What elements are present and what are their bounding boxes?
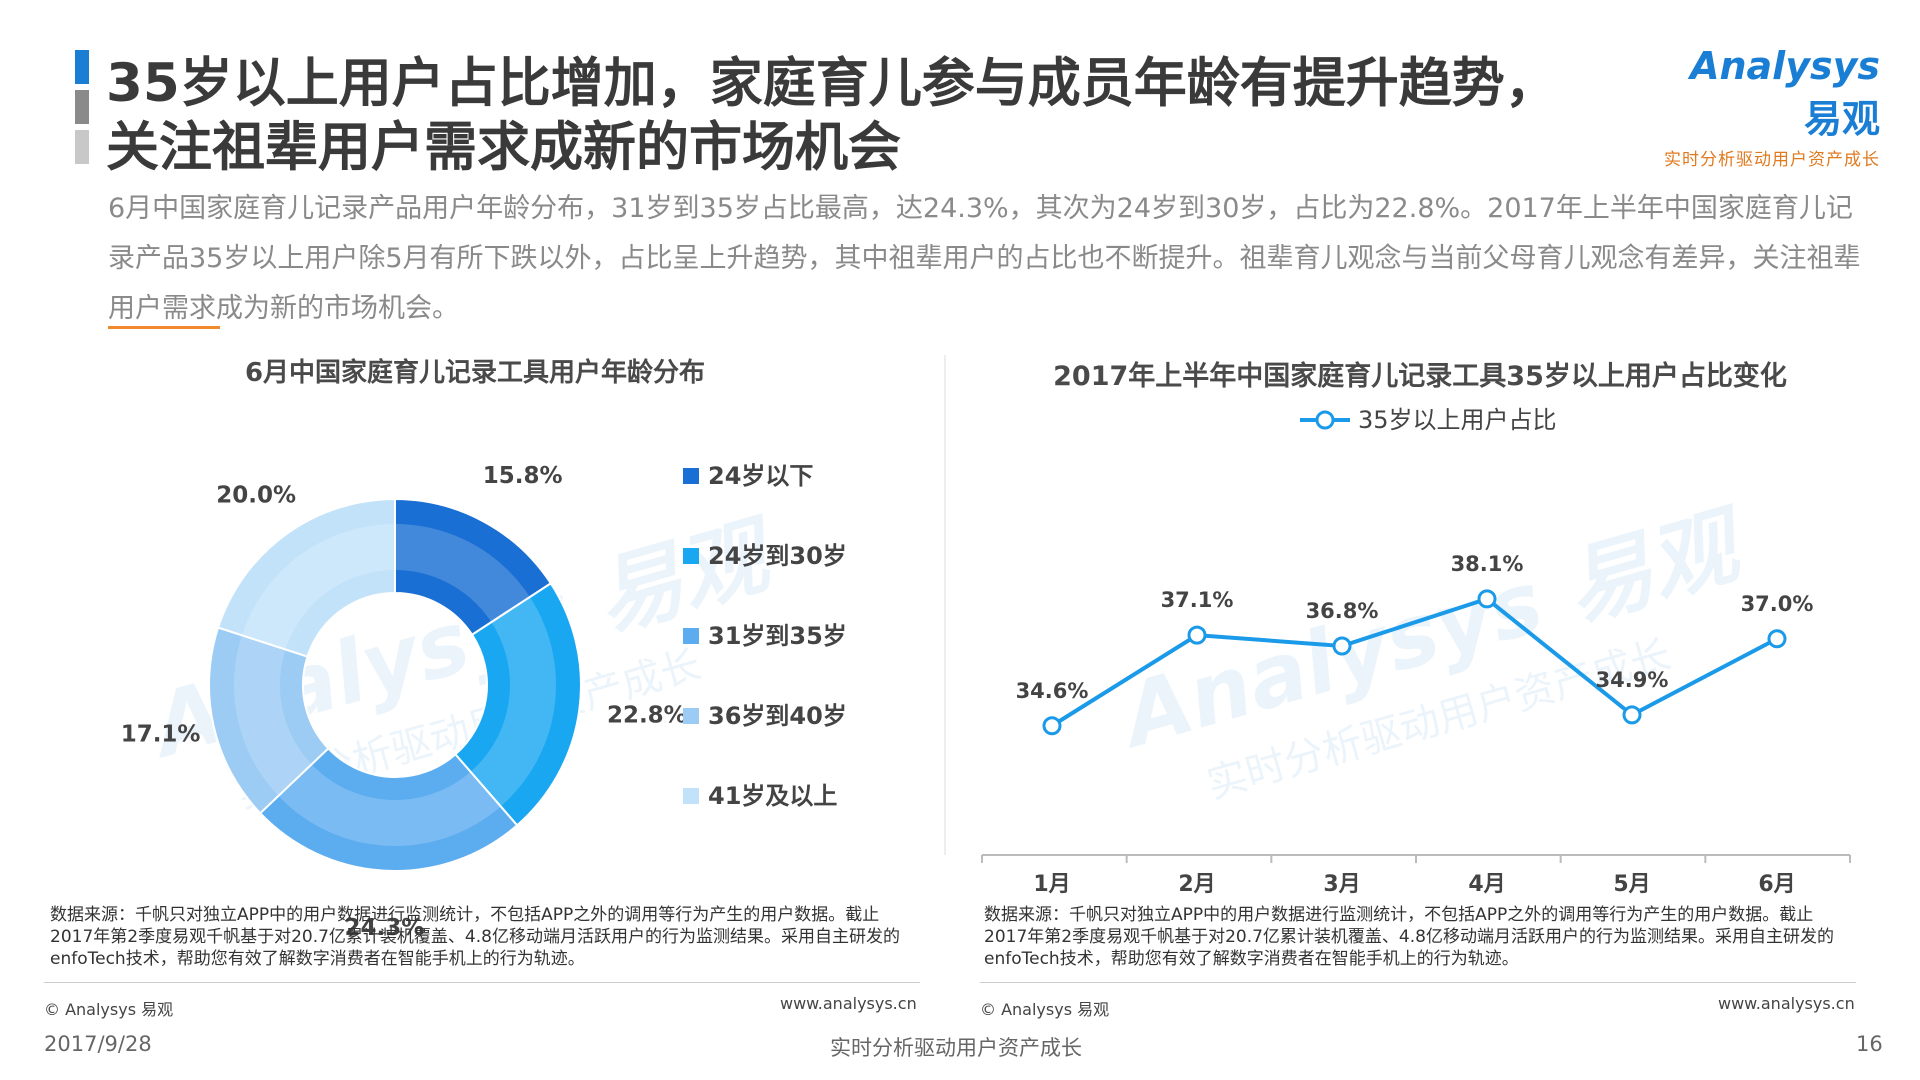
accent-bar-gray <box>75 90 89 124</box>
donut-data-label: 15.8% <box>483 463 563 489</box>
analysys-logo: Analysys 易观 实时分析驱动用户资产成长 <box>1640 44 1880 170</box>
data-label: 34.6% <box>1016 679 1089 703</box>
footer-slogan: 实时分析驱动用户资产成长 <box>830 1036 1082 1060</box>
legend-marker <box>1315 410 1335 430</box>
data-label: 37.0% <box>1741 592 1814 616</box>
data-point <box>1767 629 1787 649</box>
data-point <box>1622 705 1642 725</box>
donut-data-label: 20.0% <box>216 483 296 509</box>
copyright-left: © Analysys 易观 <box>44 1000 174 1019</box>
donut-chart-title: 6月中国家庭育儿记录工具用户年龄分布 <box>244 358 706 388</box>
data-point <box>1042 716 1062 736</box>
summary-underline <box>108 326 220 329</box>
donut-inner-shade <box>234 524 556 846</box>
x-tick-label: 1月 <box>1033 872 1070 897</box>
logo-brand: Analysys 易观 <box>1640 44 1880 143</box>
chart-divider <box>944 355 946 855</box>
donut-slice <box>258 746 519 872</box>
data-point <box>1332 636 1352 656</box>
donut-data-label: 17.1% <box>121 721 201 747</box>
donut-data-label: 24.3% <box>344 915 424 941</box>
data-label: 36.8% <box>1306 599 1379 623</box>
data-point <box>1187 625 1207 645</box>
donut-slice <box>208 626 330 815</box>
line-chart: 35岁以上用户占比 34.6% 1月 37.1% 2月 36.8% 3月 38.1% 4月 34.… <box>981 406 1851 897</box>
legend-label: 24岁以下 <box>708 462 813 490</box>
line-chart-title: 2017年上半年中国家庭育儿记录工具35岁以上用户占比变化 <box>1053 361 1787 392</box>
website-right: www.analysys.cn <box>1718 994 1855 1013</box>
logo-brand-cn: 易观 <box>1803 97 1880 141</box>
legend-swatch <box>683 788 699 804</box>
accent-bar-blue <box>75 50 89 84</box>
footer-rule-left <box>44 982 920 983</box>
legend-label: 41岁及以上 <box>708 782 837 810</box>
x-tick-label: 6月 <box>1758 872 1795 897</box>
source-note-right: 数据来源：千帆只对独立APP中的用户数据进行监测统计，不包括APP之外的调用等行… <box>984 905 1834 969</box>
legend-label: 24岁到30岁 <box>708 542 847 570</box>
legend-label: 36岁到40岁 <box>708 702 847 730</box>
data-point <box>1477 589 1497 609</box>
donut-chart: 15.8% 22.8% 24.3% 17.1% 20.0% 24岁以下 24岁到30岁 31岁… <box>121 462 847 941</box>
donut-slice <box>453 581 582 827</box>
footer-rule-right <box>980 982 1856 983</box>
legend-swatch <box>683 548 699 564</box>
website-left: www.analysys.cn <box>780 994 917 1013</box>
data-label: 34.9% <box>1596 668 1669 692</box>
donut-slice <box>394 497 553 637</box>
donut-slice <box>216 497 396 658</box>
x-tick-label: 2月 <box>1178 872 1215 897</box>
donut-data-label: 22.8% <box>607 703 687 729</box>
data-label: 38.1% <box>1451 552 1524 576</box>
legend-swatch <box>683 468 699 484</box>
legend-label: 31岁到35岁 <box>708 622 847 650</box>
x-tick-label: 3月 <box>1323 872 1360 897</box>
source-note-left: 数据来源：千帆只对独立APP中的用户数据进行监测统计，不包括APP之外的调用等行… <box>50 905 900 969</box>
legend-label: 35岁以上用户占比 <box>1358 406 1557 434</box>
summary-text: 6月中国家庭育儿记录产品用户年龄分布，31岁到35岁占比最高，达24.3%，其次… <box>108 193 1861 324</box>
legend-swatch <box>683 708 699 724</box>
logo-brand-en: Analysys <box>1690 44 1880 88</box>
x-tick-label: 5月 <box>1613 872 1650 897</box>
page-number: 16 <box>1856 1032 1883 1056</box>
accent-bars <box>75 50 89 170</box>
data-label: 37.1% <box>1161 588 1234 612</box>
footer-date: 2017/9/28 <box>44 1032 152 1056</box>
x-tick-label: 4月 <box>1468 872 1505 897</box>
copyright-right: © Analysys 易观 <box>980 1000 1110 1019</box>
logo-tagline: 实时分析驱动用户资产成长 <box>1664 150 1880 170</box>
accent-bar-light <box>75 130 89 164</box>
page-title: 35岁以上用户占比增加，家庭育儿参与成员年龄有提升趋势，关注祖辈用户需求成新的市… <box>106 53 1558 178</box>
legend-swatch <box>683 628 699 644</box>
series-line <box>1050 596 1778 728</box>
